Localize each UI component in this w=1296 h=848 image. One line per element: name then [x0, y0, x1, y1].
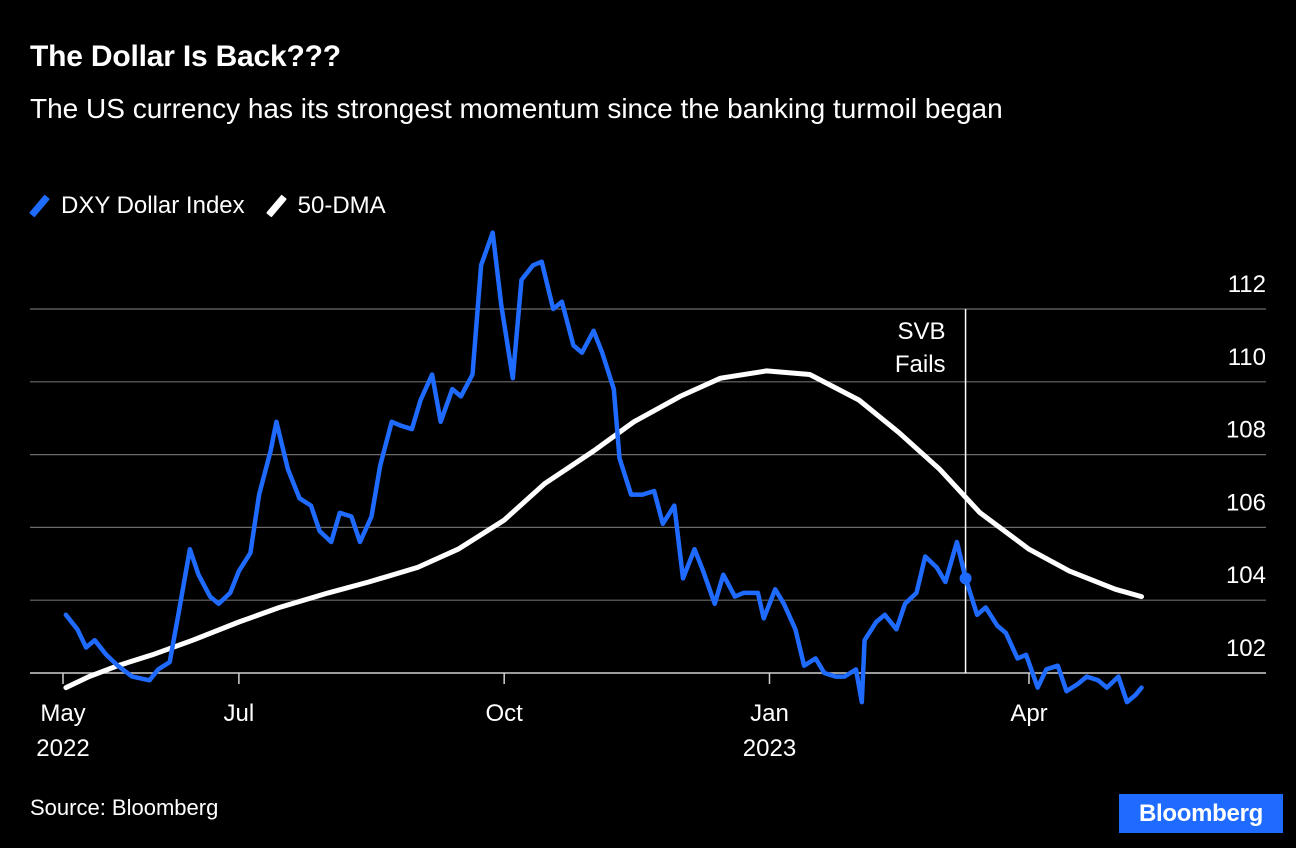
legend-label-dxy: DXY Dollar Index [61, 192, 245, 219]
y-tick-label-112: 112 [1228, 271, 1266, 298]
annotation-marker-dot [959, 572, 972, 585]
annotation-text-0: SVB [898, 318, 946, 345]
y-tick-label-108: 108 [1226, 417, 1266, 444]
x-tick-label-jul: Jul [224, 700, 255, 727]
legend-item-dxy: DXY Dollar Index [29, 192, 245, 220]
annotation-text-1: Fails [895, 351, 946, 378]
x-tick-label-oct: Oct [486, 700, 524, 727]
legend-label-50dma: 50-DMA [297, 192, 386, 219]
bloomberg-logo: Bloomberg [1119, 794, 1283, 833]
x-tick-label-apr: Apr [1010, 700, 1047, 727]
x-tick-year-2023: 2023 [743, 735, 796, 762]
series-line-dxy [63, 230, 1144, 705]
legend-item-50dma: 50-DMA [265, 192, 386, 220]
chart-title: The Dollar Is Back??? [30, 40, 341, 73]
x-tick-year-2022: 2022 [36, 735, 89, 762]
y-tick-label-104: 104 [1226, 562, 1266, 589]
x-tick-label-may: May [40, 700, 85, 727]
chart-subtitle: The US currency has its strongest moment… [30, 93, 1003, 124]
y-tick-label-106: 106 [1226, 489, 1266, 516]
series-line-50dma [63, 368, 1144, 691]
y-tick-label-110: 110 [1228, 344, 1266, 371]
source-note: Source: Bloomberg [30, 795, 219, 820]
legend: DXY Dollar Index 50-DMA [29, 192, 408, 220]
x-tick-label-jan: Jan [750, 700, 789, 727]
y-tick-label-102: 102 [1226, 635, 1266, 662]
